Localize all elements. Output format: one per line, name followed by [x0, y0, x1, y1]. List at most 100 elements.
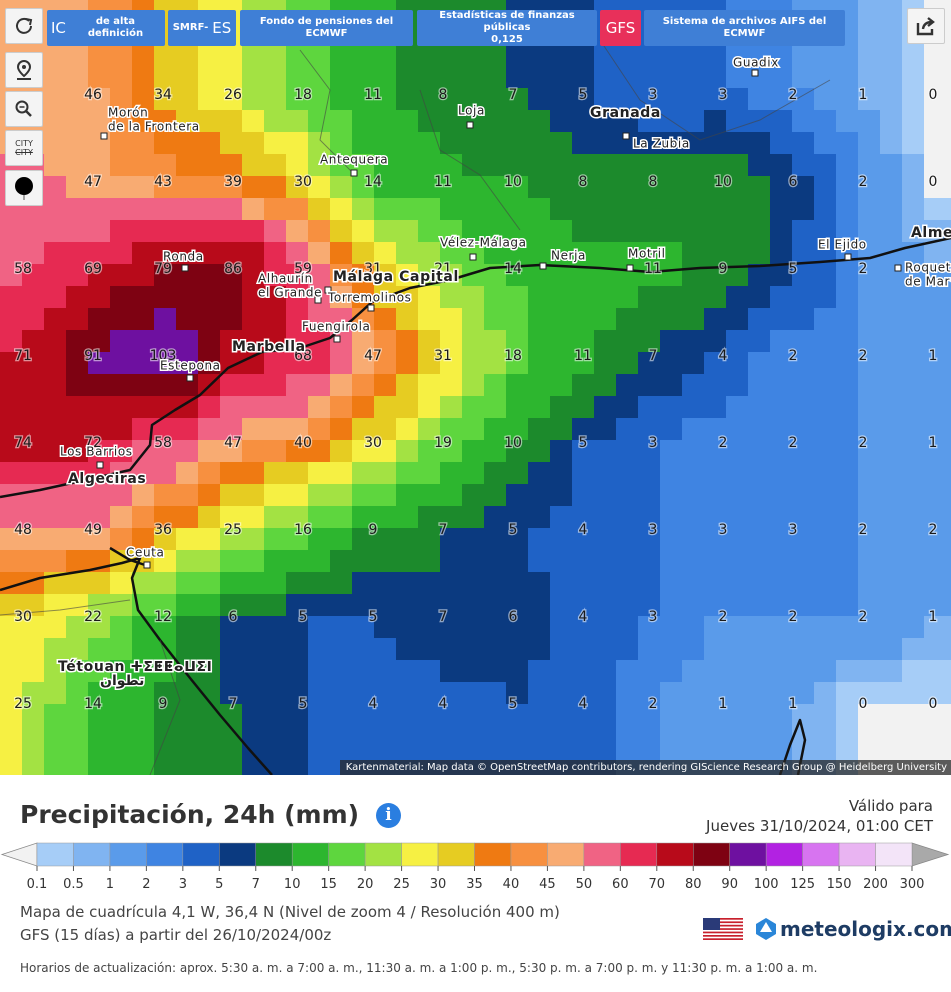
share-button[interactable]: [907, 8, 945, 44]
precip-cell: [528, 396, 551, 419]
precip-cell: [286, 242, 309, 265]
location-button[interactable]: [5, 52, 43, 88]
precip-cell: [682, 660, 705, 683]
precip-cell: [176, 506, 199, 529]
precip-cell: [396, 198, 419, 221]
place-name: Vélez-Málaga: [440, 236, 527, 250]
precip-cell: [616, 374, 639, 397]
precip-cell: [154, 418, 177, 441]
precip-cell: [572, 572, 595, 595]
precip-cell: [572, 198, 595, 221]
precip-cell: [616, 616, 639, 639]
precip-cell: [418, 132, 441, 155]
precip-cell: [198, 110, 221, 133]
precip-cell: [66, 110, 89, 133]
map[interactable]: 46 34 26 18 11 8 7 5 3 3 2 1 047 43 39 30 14 11 10 8 8 10 6 2 05…: [0, 0, 951, 775]
precip-cell: [682, 682, 705, 705]
precip-cell: [44, 88, 67, 111]
precip-cell: [132, 506, 155, 529]
precip-cell: [836, 286, 859, 309]
precip-cell: [814, 572, 837, 595]
precip-cell: [418, 264, 441, 287]
precip-cell: [88, 418, 111, 441]
precip-cell: [198, 396, 221, 419]
precip-cell: [330, 396, 353, 419]
precip-cell: [286, 462, 309, 485]
precip-cell: [528, 462, 551, 485]
precip-cell: [660, 682, 683, 705]
precip-cell: [594, 396, 617, 419]
precip-cell: [726, 44, 749, 67]
grid-value: 43: [154, 174, 172, 190]
precip-cell: [858, 506, 881, 529]
aifs-button[interactable]: Sistema de archivos AIFS del ECMWF: [644, 10, 845, 46]
scale-swatch: [875, 842, 913, 867]
precip-cell: [660, 132, 683, 155]
precip-cell: [308, 308, 331, 331]
grid-value: 7: [509, 87, 518, 103]
precip-cell: [770, 528, 793, 551]
precip-cell: [22, 330, 45, 353]
precip-cell: [660, 462, 683, 485]
precip-cell: [176, 242, 199, 265]
precip-cell: [132, 44, 155, 67]
zoom-button[interactable]: [5, 91, 43, 127]
precip-cell: [770, 440, 793, 463]
smrf-button[interactable]: SMRF- ES: [168, 10, 236, 46]
coastline: [778, 718, 807, 775]
precip-cell: [264, 506, 287, 529]
precip-cell: [0, 352, 23, 375]
grid-value: 2: [859, 174, 868, 190]
grid-value: 47: [84, 174, 102, 190]
precip-cell: [220, 660, 243, 683]
scale-label: 10: [284, 877, 301, 892]
precip-cell: [352, 198, 375, 221]
stats-button[interactable]: Estadísticas de finanzas públicas 0,125: [417, 10, 597, 46]
precip-cell: [110, 66, 133, 89]
precip-cell: [154, 440, 177, 463]
precip-cell: [726, 462, 749, 485]
precip-cell: [22, 220, 45, 243]
precip-cell: [484, 242, 507, 265]
ecmwf-button[interactable]: Fondo de pensiones del ECMWF: [240, 10, 413, 46]
place-name: de Mar: [905, 275, 950, 289]
precip-cell: [176, 726, 199, 749]
precip-cell: [946, 748, 951, 771]
precip-cell: [506, 352, 529, 375]
precip-cell: [484, 528, 507, 551]
precip-cell: [22, 638, 45, 661]
info-icon[interactable]: i: [376, 803, 401, 828]
precip-cell: [264, 484, 287, 507]
precip-cell: [154, 660, 177, 683]
hd-button[interactable]: IC de alta definición: [47, 10, 165, 46]
scale-label: 30: [430, 877, 447, 892]
precip-cell: [242, 660, 265, 683]
city-toggle[interactable]: CITY CITY: [5, 130, 43, 166]
precip-cell: [770, 286, 793, 309]
gfs-button[interactable]: GFS: [600, 10, 641, 46]
precip-cell: [484, 616, 507, 639]
precip-cell: [814, 616, 837, 639]
precip-cell: [110, 308, 133, 331]
precip-cell: [462, 242, 485, 265]
precip-cell: [462, 308, 485, 331]
precip-cell: [44, 242, 67, 265]
precip-cell: [44, 484, 67, 507]
precip-cell: [902, 594, 925, 617]
precip-cell: [374, 154, 397, 177]
precip-cell: [792, 572, 815, 595]
precip-cell: [748, 440, 771, 463]
grid-value: 11: [364, 87, 382, 103]
precip-cell: [550, 572, 573, 595]
precip-cell: [748, 726, 771, 749]
precip-cell: [858, 726, 881, 749]
precip-cell: [132, 374, 155, 397]
precip-cell: [22, 594, 45, 617]
precip-cell: [198, 484, 221, 507]
marker-button[interactable]: [5, 170, 43, 206]
reload-button[interactable]: [5, 8, 43, 44]
precip-cell: [88, 66, 111, 89]
precip-cell: [946, 484, 951, 507]
precip-cell: [638, 462, 661, 485]
border-line: [419, 89, 521, 231]
